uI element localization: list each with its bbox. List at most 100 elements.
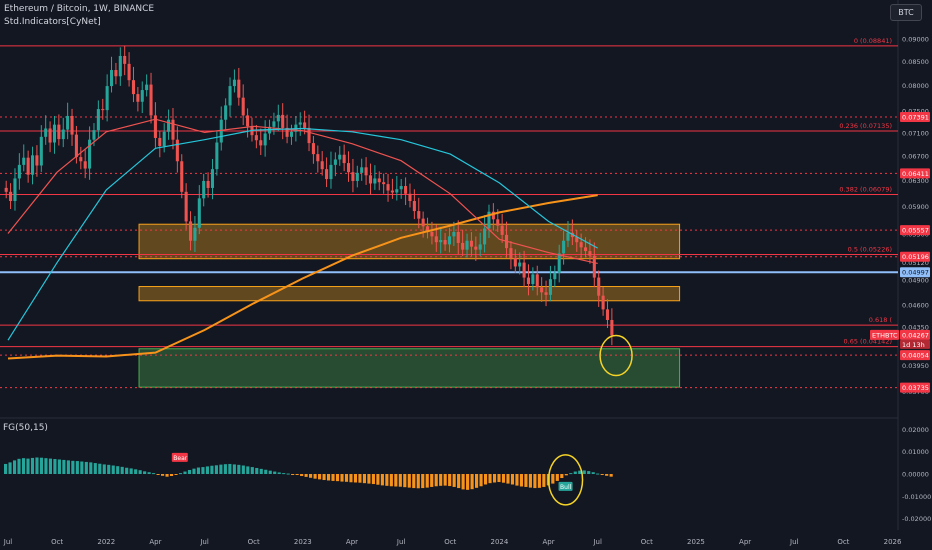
oscillator-bar: [255, 467, 259, 474]
oscillator-tick-label: 0.00000: [902, 471, 929, 479]
oscillator-bar: [497, 474, 501, 483]
oscillator-bar: [443, 474, 447, 486]
candle: [131, 80, 136, 95]
candle: [579, 242, 583, 248]
candle: [145, 84, 149, 91]
candle: [136, 94, 140, 102]
candle: [509, 248, 513, 258]
oscillator-bar: [506, 474, 510, 484]
oscillator-bar: [587, 471, 591, 474]
oscillator-bar: [358, 474, 362, 483]
candle: [281, 114, 285, 128]
candle: [329, 164, 333, 180]
time-tick-label: 2026: [884, 538, 902, 546]
candle: [193, 227, 197, 241]
oscillator-bar: [318, 474, 322, 480]
candle: [553, 272, 557, 280]
candle: [465, 240, 469, 250]
oscillator-bar: [452, 474, 456, 487]
oscillator-bar: [304, 474, 308, 477]
candle: [4, 187, 8, 192]
oscillator-bar: [461, 474, 465, 490]
candle: [364, 167, 368, 176]
price-tag-label: 0.03735: [902, 384, 929, 392]
time-tick-label: Oct: [51, 538, 63, 546]
candle: [447, 236, 452, 245]
oscillator-bar: [582, 470, 586, 474]
time-tick-label: 2025: [687, 538, 705, 546]
price-tick-label: 0.08000: [902, 82, 929, 90]
bull-label: Bull: [560, 484, 572, 491]
oscillator-bar: [44, 458, 48, 474]
candle: [44, 128, 48, 137]
candle: [307, 127, 311, 144]
oscillator-bar: [147, 472, 151, 474]
candle: [70, 115, 74, 135]
time-tick-label: Oct: [248, 538, 260, 546]
oscillator-bar: [232, 464, 236, 474]
oscillator-bar: [192, 468, 196, 474]
oscillator-bar: [488, 474, 492, 484]
oscillator-bar: [349, 474, 353, 483]
countdown-label: 1d 13h: [902, 341, 925, 349]
candle: [518, 262, 522, 267]
oscillator-bar: [111, 465, 115, 474]
ma-50: [7, 118, 598, 264]
oscillator-bar: [237, 464, 241, 474]
candle: [496, 219, 500, 226]
candle: [66, 115, 70, 130]
oscillator-bar: [470, 474, 474, 490]
oscillator-bar: [268, 470, 272, 474]
price-tag: [900, 267, 930, 278]
oscillator-bar: [8, 462, 12, 474]
demand-zone: [138, 348, 681, 388]
oscillator-tick-label: -0.01000: [902, 493, 931, 501]
candle: [83, 161, 87, 169]
oscillator-bar: [66, 460, 70, 474]
candle: [483, 228, 487, 245]
candle: [246, 115, 250, 127]
oscillator-bar: [246, 466, 250, 474]
oscillator-bar: [430, 474, 434, 487]
oscillator-bar: [434, 474, 438, 487]
oscillator-bar: [35, 457, 39, 474]
candle: [140, 90, 144, 102]
fib-label: 0.5 (0.05226): [848, 245, 892, 253]
oscillator-bar: [196, 467, 201, 474]
oscillator-bar: [129, 468, 133, 474]
time-tick-label: Apr: [346, 538, 358, 546]
candle: [333, 159, 337, 165]
time-tick-label: Jul: [789, 538, 799, 546]
oscillator-bar: [17, 458, 21, 474]
oscillator-bar: [457, 474, 461, 489]
symbol-title: Ethereum / Bitcoin, 1W, BINANCE: [4, 4, 155, 14]
oscillator-bar: [344, 474, 349, 482]
oscillator-bar: [174, 474, 178, 475]
candle: [254, 135, 258, 141]
oscillator-bar: [591, 472, 595, 474]
candle: [123, 55, 127, 64]
candle: [491, 211, 495, 220]
oscillator-bar: [39, 457, 44, 474]
candle: [605, 309, 610, 320]
candle: [408, 193, 412, 201]
oscillator-bar: [466, 474, 470, 490]
currency-button[interactable]: BTC: [890, 4, 922, 21]
candle: [575, 237, 579, 243]
candle: [167, 119, 171, 132]
oscillator-bar: [273, 471, 277, 474]
candle: [338, 154, 342, 160]
fib-label: 0 (0.08841): [854, 37, 892, 45]
oscillator-bar: [394, 474, 398, 487]
oscillator-bar: [564, 474, 568, 476]
candle: [232, 79, 236, 87]
oscillator-bar: [551, 474, 555, 484]
oscillator-bar: [331, 474, 335, 481]
oscillator-tick-label: -0.02000: [902, 515, 931, 523]
candle: [88, 139, 92, 169]
oscillator-bar: [448, 474, 452, 487]
candle: [443, 239, 447, 245]
candle: [461, 242, 465, 250]
oscillator-bar: [416, 474, 420, 489]
